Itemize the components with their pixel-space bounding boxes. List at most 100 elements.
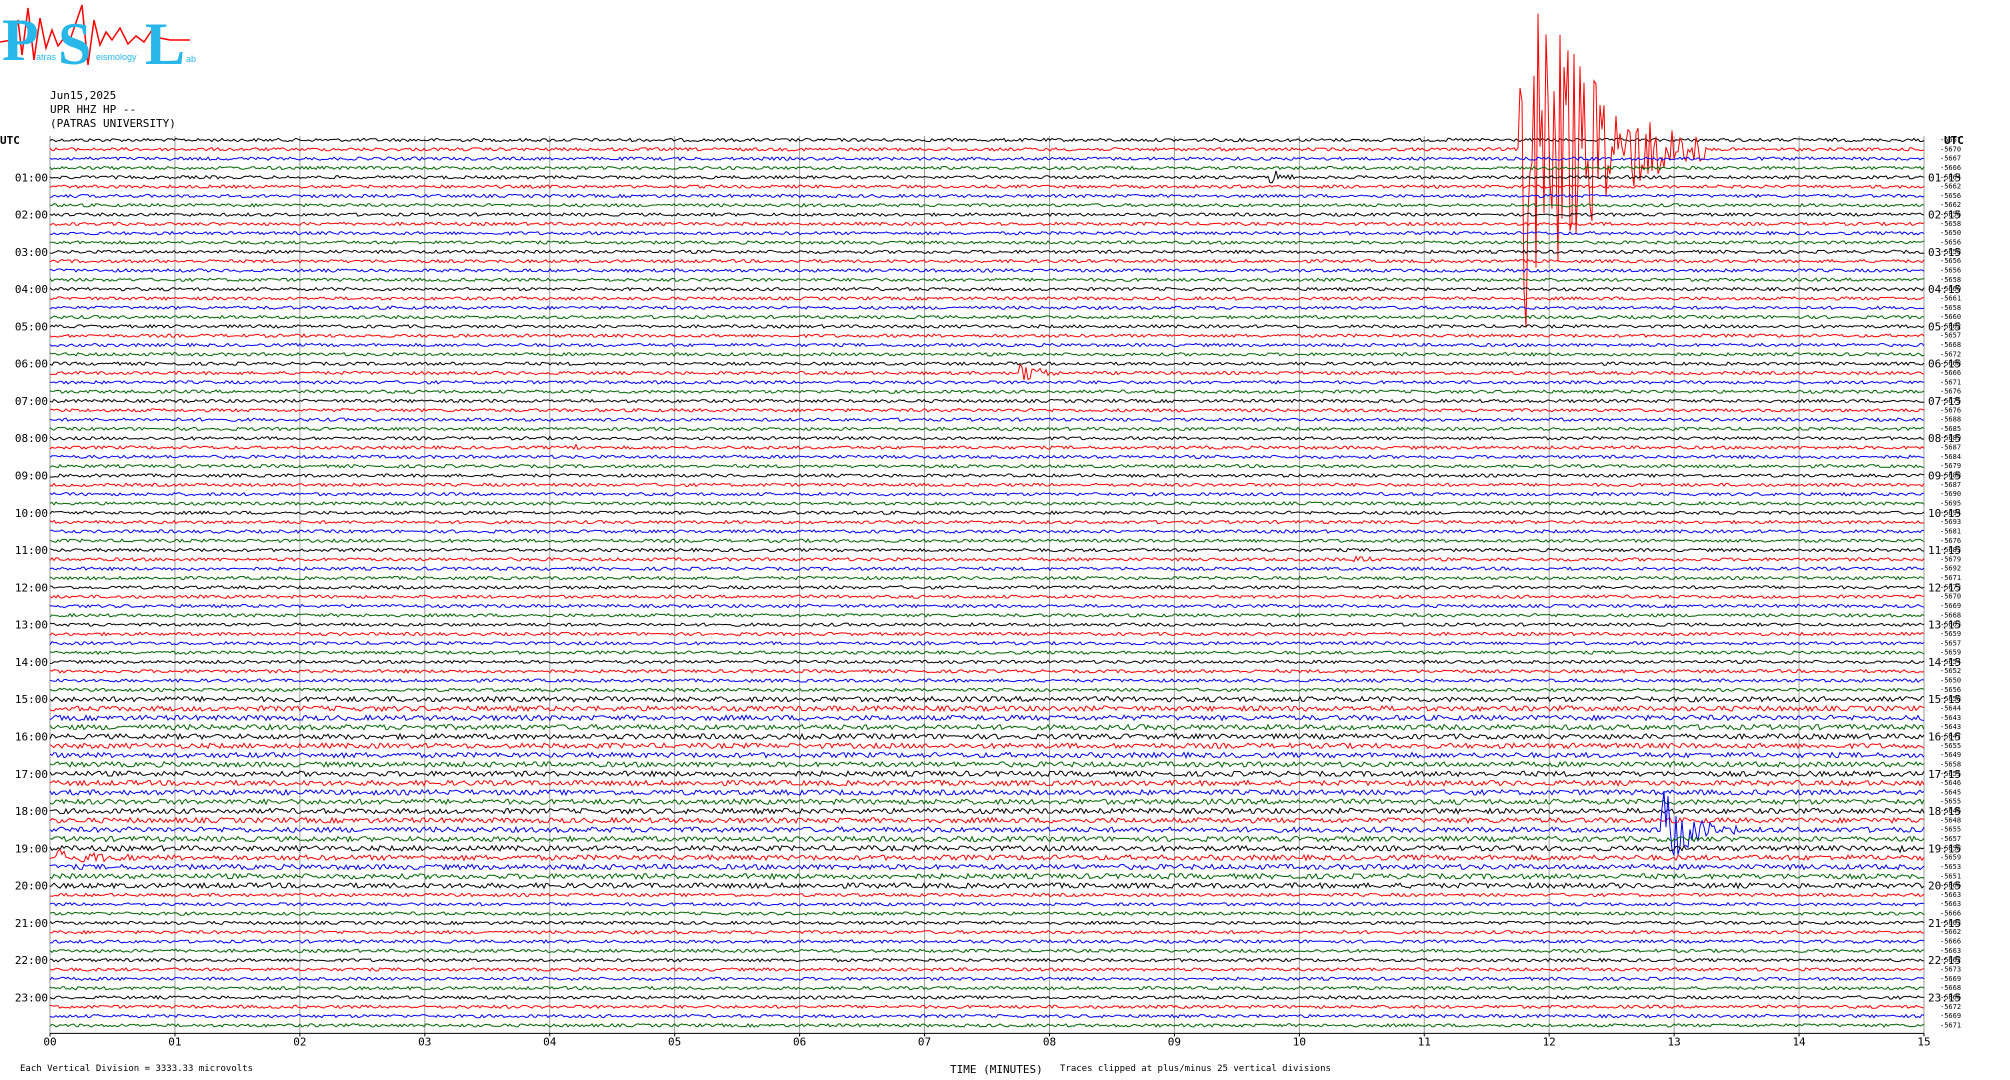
- seismic-trace-21: [49, 333, 1925, 339]
- trace-offset-label: -5651: [1940, 872, 1961, 880]
- right-hour-label: 21:15: [1928, 917, 1961, 930]
- right-hour-label: 16:15: [1928, 730, 1961, 743]
- left-hour-label: 16:00: [15, 730, 48, 743]
- seismic-trace-81: [49, 892, 1925, 898]
- trace-offset-label: -5658: [1940, 760, 1961, 768]
- trace-offset-label: -5670: [1940, 593, 1961, 601]
- left-hour-label: 10:00: [15, 507, 48, 520]
- header-date: Jun15,2025: [50, 89, 117, 102]
- trace-offset-label: -5667: [1940, 136, 1961, 144]
- seismic-trace-87: [49, 948, 1925, 954]
- seismic-trace-3: [49, 165, 1925, 171]
- seismic-trace-63: [49, 723, 1925, 731]
- trace-offset-label: -5659: [1940, 649, 1961, 657]
- seismic-trace-56: [50, 659, 1925, 665]
- trace-offset-label: -5643: [1940, 714, 1961, 722]
- left-hour-label: 23:00: [15, 991, 48, 1004]
- seismic-trace-39: [49, 501, 1925, 506]
- seismic-trace-79: [49, 872, 1925, 881]
- right-hour-label: 02:15: [1928, 209, 1961, 222]
- right-hour-label: 09:15: [1928, 470, 1961, 483]
- trace-offset-label: -5656: [1940, 257, 1961, 265]
- seismic-trace-8: [49, 212, 1925, 218]
- trace-offset-label: -5667: [1940, 155, 1961, 163]
- psl-logo: P S L atras eismology ab: [0, 0, 200, 77]
- trace-offset-label: -5643: [1940, 723, 1961, 731]
- logo-letter-l: L: [145, 11, 185, 70]
- logo-small-text-1: atras: [36, 52, 57, 62]
- trace-offset-label: -5662: [1940, 183, 1961, 191]
- seismic-trace-1: [49, 13, 1925, 328]
- left-hour-label: 03:00: [15, 246, 48, 259]
- seismic-trace-18: [49, 305, 1925, 311]
- x-tick-label: 06: [793, 1035, 806, 1048]
- trace-offset-label: -5669: [1940, 975, 1961, 983]
- trace-offset-label: -5673: [1940, 583, 1961, 591]
- left-hour-label: 09:00: [15, 470, 48, 483]
- seismic-trace-30: [49, 417, 1925, 423]
- seismic-trace-92: [49, 994, 1925, 1000]
- right-hour-label: 23:15: [1928, 991, 1961, 1004]
- seismic-trace-59: [49, 687, 1925, 693]
- trace-offset-label: -5668: [1940, 611, 1961, 619]
- trace-offset-label: -5676: [1940, 388, 1961, 396]
- trace-offset-label: -5650: [1940, 677, 1961, 685]
- trace-offset-label: -5656: [1940, 686, 1961, 694]
- seismic-trace-88: [49, 957, 1925, 963]
- trace-offset-label: -5656: [1940, 211, 1961, 219]
- right-hour-label: 14:15: [1928, 656, 1961, 669]
- seismic-trace-86: [49, 939, 1925, 944]
- right-hour-label: 20:15: [1928, 880, 1961, 893]
- trace-offset-label: -5653: [1940, 863, 1961, 871]
- seismic-trace-60: [49, 695, 1924, 703]
- logo-letter-s: S: [58, 11, 91, 70]
- trace-offset-label: -5687: [1940, 481, 1961, 489]
- seismic-trace-46: [49, 566, 1925, 572]
- x-tick-label: 08: [1043, 1035, 1056, 1048]
- seismic-trace-50: [49, 603, 1925, 609]
- trace-offset-label: -5671: [1940, 378, 1961, 386]
- right-hour-label: 22:15: [1928, 954, 1961, 967]
- label-layer: 00 01 02 03 04 05 06 07 08 09 10 11 12 13 14 15-5667-56…: [0, 134, 1964, 1048]
- seismic-trace-90: [49, 976, 1925, 982]
- left-hour-label: 08:00: [15, 432, 48, 445]
- seismic-trace-11: [50, 240, 1925, 245]
- trace-offset-label: -5659: [1940, 854, 1961, 862]
- seismic-trace-19: [49, 314, 1925, 320]
- seismic-trace-85: [49, 929, 1925, 935]
- trace-offset-label: -5685: [1940, 425, 1961, 433]
- seismic-trace-65: [49, 741, 1925, 750]
- seismic-trace-34: [49, 454, 1925, 460]
- trace-offset-label: -5671: [1940, 1021, 1961, 1029]
- trace-offset-label: -5663: [1940, 900, 1961, 908]
- right-hour-label: 17:15: [1928, 768, 1961, 781]
- seismic-trace-54: [49, 640, 1925, 646]
- trace-offset-label: -5646: [1940, 807, 1961, 815]
- trace-offset-label: -5666: [1940, 993, 1961, 1001]
- seismic-trace-27: [49, 389, 1925, 394]
- trace-offset-label: -5671: [1940, 574, 1961, 582]
- seismic-trace-23: [49, 351, 1925, 357]
- trace-offset-label: -5650: [1940, 229, 1961, 237]
- x-tick-label: 11: [1418, 1035, 1431, 1048]
- trace-offset-label: -5662: [1940, 928, 1961, 936]
- left-hour-label: 05:00: [15, 320, 48, 333]
- header-station: UPR HHZ HP --: [50, 103, 137, 116]
- seismic-trace-22: [49, 342, 1925, 348]
- trace-offset-label: -5658: [1940, 220, 1961, 228]
- right-hour-label: 18:15: [1928, 805, 1961, 818]
- x-tick-label: 07: [918, 1035, 931, 1048]
- trace-offset-label: -5662: [1940, 201, 1961, 209]
- seismic-trace-38: [49, 491, 1925, 497]
- seismic-trace-7: [49, 202, 1925, 208]
- trace-offset-label: -5670: [1940, 145, 1961, 153]
- seismic-trace-80: [49, 881, 1925, 890]
- right-hour-label: 04:15: [1928, 283, 1961, 296]
- trace-offset-label: -5656: [1940, 192, 1961, 200]
- right-utc-label: UTC: [1944, 134, 1964, 147]
- right-hour-label: 13:15: [1928, 619, 1961, 632]
- right-hour-label: 19:15: [1928, 842, 1961, 855]
- seismic-trace-78: [49, 863, 1925, 871]
- x-tick-label: 00: [43, 1035, 56, 1048]
- trace-offset-label: -5655: [1940, 826, 1961, 834]
